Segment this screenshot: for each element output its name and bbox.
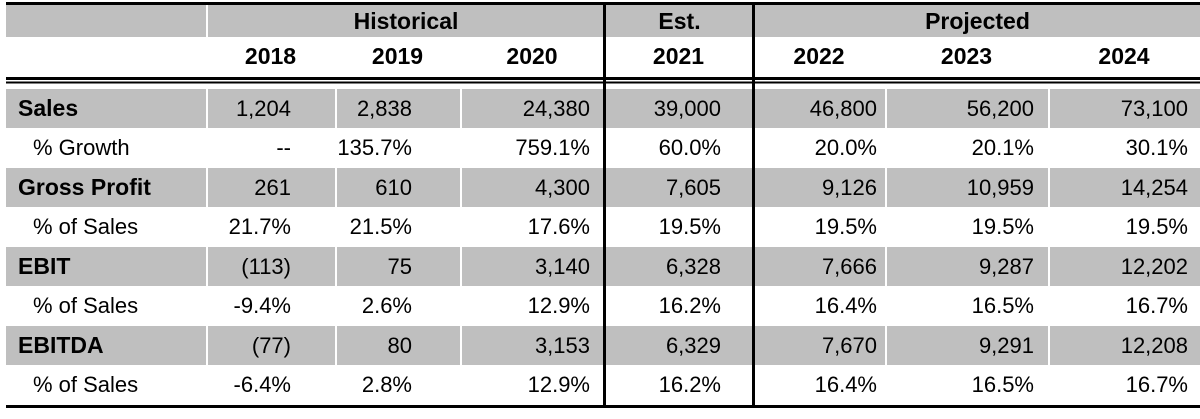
cell-value: 75 (335, 247, 460, 286)
row-label: Gross Profit (6, 168, 206, 207)
cell-value: 135.7% (335, 128, 460, 168)
row-label: EBIT (6, 247, 206, 286)
table-row-ebitda: EBITDA (77) 80 3,153 6,329 7,670 9,291 1… (6, 326, 1200, 365)
cell-value: 12.9% (460, 286, 604, 326)
cell-value: 3,153 (460, 326, 604, 365)
cell-value: 46,800 (753, 89, 885, 128)
cell-value: 19.5% (885, 207, 1048, 247)
cell-value: (113) (206, 247, 335, 286)
cell-value: 16.4% (753, 365, 885, 405)
year-header-2020: 2020 (460, 37, 604, 76)
cell-value: 12,208 (1048, 326, 1200, 365)
year-header-2021: 2021 (604, 37, 753, 76)
cell-value: 2,838 (335, 89, 460, 128)
cell-value: 9,287 (885, 247, 1048, 286)
row-label: EBITDA (6, 326, 206, 365)
cell-value: 19.5% (753, 207, 885, 247)
cell-value: 4,300 (460, 168, 604, 207)
section-divider-left (603, 2, 606, 408)
table-row-ebit: EBIT (113) 75 3,140 6,328 7,666 9,287 12… (6, 247, 1200, 286)
cell-value: 9,126 (753, 168, 885, 207)
year-header-2023: 2023 (885, 37, 1048, 76)
year-header-2024: 2024 (1048, 37, 1200, 76)
section-header-historical: Historical (206, 5, 604, 37)
row-label: % of Sales (6, 365, 206, 405)
cell-value: 759.1% (460, 128, 604, 168)
cell-value: 6,328 (604, 247, 753, 286)
cell-value: 7,666 (753, 247, 885, 286)
year-header-row: 2018 2019 2020 2021 2022 2023 2024 (6, 37, 1200, 76)
cell-value: 19.5% (604, 207, 753, 247)
cell-value: 21.5% (335, 207, 460, 247)
table-row-gross-profit: Gross Profit 261 610 4,300 7,605 9,126 1… (6, 168, 1200, 207)
cell-value: 56,200 (885, 89, 1048, 128)
cell-value: 2.8% (335, 365, 460, 405)
cell-value: 16.4% (753, 286, 885, 326)
section-header-spacer (6, 5, 206, 37)
cell-value: 17.6% (460, 207, 604, 247)
cell-value: 14,254 (1048, 168, 1200, 207)
cell-value: 7,605 (604, 168, 753, 207)
cell-value: 21.7% (206, 207, 335, 247)
cell-value: 20.1% (885, 128, 1048, 168)
cell-value: 16.2% (604, 365, 753, 405)
year-header-2022: 2022 (753, 37, 885, 76)
table-row-ebitda-margin: % of Sales -6.4% 2.8% 12.9% 16.2% 16.4% … (6, 365, 1200, 405)
cell-value: 16.5% (885, 365, 1048, 405)
cell-value: 30.1% (1048, 128, 1200, 168)
cell-value: 16.5% (885, 286, 1048, 326)
year-header-spacer (6, 37, 206, 76)
cell-value: 16.7% (1048, 365, 1200, 405)
row-label: % of Sales (6, 207, 206, 247)
table-row-ebit-margin: % of Sales -9.4% 2.6% 12.9% 16.2% 16.4% … (6, 286, 1200, 326)
section-header-estimated: Est. (604, 5, 753, 37)
table-row-sales: Sales 1,204 2,838 24,380 39,000 46,800 5… (6, 89, 1200, 128)
year-header-2018: 2018 (206, 37, 335, 76)
cell-value: 73,100 (1048, 89, 1200, 128)
cell-value: -6.4% (206, 365, 335, 405)
row-label: % Growth (6, 128, 206, 168)
cell-value: 6,329 (604, 326, 753, 365)
table-body: Sales 1,204 2,838 24,380 39,000 46,800 5… (6, 89, 1200, 405)
cell-value: -- (206, 128, 335, 168)
cell-value: 80 (335, 326, 460, 365)
cell-value: 261 (206, 168, 335, 207)
cell-value: 24,380 (460, 89, 604, 128)
cell-value: 1,204 (206, 89, 335, 128)
section-header-row: Historical Est. Projected (6, 5, 1200, 37)
cell-value: 16.2% (604, 286, 753, 326)
table-row-gross-margin: % of Sales 21.7% 21.5% 17.6% 19.5% 19.5%… (6, 207, 1200, 247)
cell-value: 7,670 (753, 326, 885, 365)
section-header-projected: Projected (753, 5, 1200, 37)
cell-value: 60.0% (604, 128, 753, 168)
cell-value: (77) (206, 326, 335, 365)
cell-value: 9,291 (885, 326, 1048, 365)
cell-value: 39,000 (604, 89, 753, 128)
row-label: Sales (6, 89, 206, 128)
cell-value: 16.7% (1048, 286, 1200, 326)
year-header-2019: 2019 (335, 37, 460, 76)
cell-value: 3,140 (460, 247, 604, 286)
cell-value: 12,202 (1048, 247, 1200, 286)
cell-value: 12.9% (460, 365, 604, 405)
row-label: % of Sales (6, 286, 206, 326)
cell-value: 610 (335, 168, 460, 207)
cell-value: 19.5% (1048, 207, 1200, 247)
cell-value: 20.0% (753, 128, 885, 168)
cell-value: 2.6% (335, 286, 460, 326)
table-row-sales-growth: % Growth -- 135.7% 759.1% 60.0% 20.0% 20… (6, 128, 1200, 168)
cell-value: 10,959 (885, 168, 1048, 207)
cell-value: -9.4% (206, 286, 335, 326)
section-divider-right (752, 2, 755, 408)
